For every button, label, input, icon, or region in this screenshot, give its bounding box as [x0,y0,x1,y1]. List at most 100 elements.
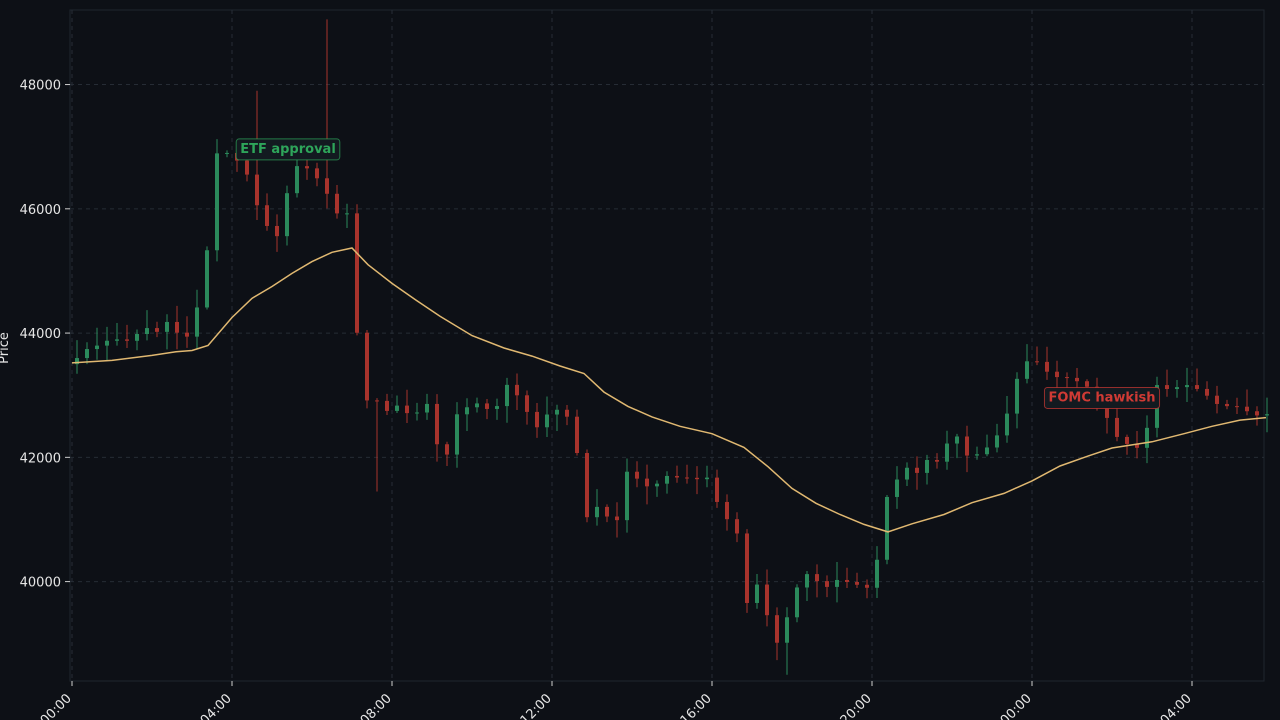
candle-up [195,289,199,349]
candle-layer [75,19,1269,675]
candle-down [965,425,969,473]
candle-down [1195,368,1199,392]
candle-up [115,322,119,346]
candle-down [185,316,189,348]
candle-up [75,340,79,374]
candle-body [975,454,979,456]
candle-down [1215,385,1219,414]
candle-body [705,477,709,480]
candle-body [605,506,609,517]
candle-body [865,584,869,588]
annotation: ETF approval [235,138,341,161]
candle-body [175,321,179,333]
candle-body [755,584,759,603]
candle-body [85,349,89,359]
candle-body [185,332,189,337]
candle-up [975,446,979,460]
candle-body [195,307,199,337]
candle-up [905,462,909,486]
candle-body [1175,387,1179,390]
candle-body [1045,361,1049,372]
candle-body [635,471,639,479]
candle-down [1165,369,1169,397]
candle-down [1225,399,1229,410]
candle-down [375,398,379,492]
candle-body [535,411,539,428]
candle-body [1135,443,1139,448]
candle-down [1065,372,1069,390]
candle-body [715,477,719,502]
candle-down [715,469,719,508]
candle-down [825,575,829,598]
candle-up [495,398,499,420]
candle-up [985,434,989,457]
candle-up [875,546,879,599]
y-axis-label: Price [0,332,12,364]
candle-body [665,475,669,484]
candle-body [765,584,769,616]
candle-body [325,178,329,194]
candle-body [915,467,919,473]
candle-body [125,339,129,341]
candle-up [595,489,599,526]
candle-body [205,250,209,308]
candle-body [1165,385,1169,390]
candle-body [365,332,369,401]
candle-body [1105,405,1109,418]
plot-area-frame [69,9,1265,682]
candle-up [1025,344,1029,384]
candle-down [535,402,539,438]
candle-up [135,329,139,351]
candle-body [275,225,279,237]
candle-down [635,461,639,488]
candle-up [995,423,999,453]
candle-body [1115,417,1119,437]
candle-body [1075,377,1079,382]
candle-body [395,405,399,411]
candle-down [265,193,269,231]
candle-body [735,519,739,534]
candle-up [475,397,479,413]
candle-body [545,414,549,428]
candle-body [355,213,359,333]
candle-up [345,203,349,229]
candle-body [455,414,459,455]
candle-body [1145,427,1149,448]
candle-body [515,384,519,396]
candle-up [145,310,149,341]
candle-down [735,512,739,543]
candle-body [905,467,909,480]
candle-body [875,559,879,588]
candle-up [945,430,949,470]
candle-body [1235,406,1239,408]
candle-body [145,328,149,335]
candle-down [1235,397,1239,415]
candle-body [845,579,849,582]
candle-body [295,166,299,194]
candle-down [335,185,339,219]
candle-up [785,607,789,675]
candle-body [1225,403,1229,407]
candle-body [375,400,379,402]
candle-down [125,324,129,348]
candle-up [1185,367,1189,403]
candle-body [1065,377,1069,379]
candle-body [435,403,439,445]
candle-body [1015,378,1019,414]
candle-body [775,615,779,643]
candle-body [405,405,409,414]
candle-down [1035,346,1039,366]
candle-down [175,305,179,350]
candle-body [1035,361,1039,363]
candle-body [415,412,419,414]
candle-body [1205,388,1209,396]
candle-body [245,160,249,175]
candle-body [955,436,959,444]
candle-down [675,465,679,483]
annotation: FOMC hawkish [1043,386,1161,409]
candle-body [595,506,599,518]
candle-up [165,314,169,350]
candle-up [795,584,799,623]
candle-up [215,139,219,262]
candle-down [1115,403,1119,442]
